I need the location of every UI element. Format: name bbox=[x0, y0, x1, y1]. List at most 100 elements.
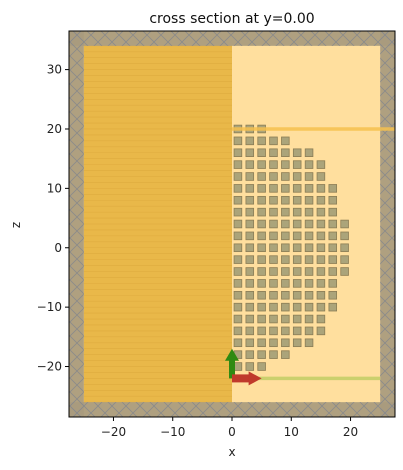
lattice-cell bbox=[245, 326, 255, 336]
lattice-cell bbox=[340, 267, 349, 276]
lattice-cell bbox=[316, 255, 326, 264]
lattice-cell bbox=[245, 231, 255, 241]
lattice-cell bbox=[304, 314, 314, 324]
lattice-cell bbox=[233, 195, 243, 205]
lattice-cell bbox=[281, 148, 290, 157]
lattice-cell bbox=[304, 231, 314, 241]
x-tick-label: 10 bbox=[284, 425, 299, 439]
lattice-cell bbox=[316, 279, 326, 288]
x-axis: −20 −10 0 10 20 bbox=[101, 417, 358, 439]
lattice-cell bbox=[257, 231, 266, 241]
lattice-cell bbox=[269, 136, 278, 146]
source-z-arrow-head bbox=[225, 348, 239, 361]
pml-right-hatch bbox=[380, 31, 395, 417]
lattice-cell bbox=[269, 279, 278, 288]
lattice-cell bbox=[233, 326, 243, 336]
lattice-cell bbox=[257, 302, 266, 312]
lattice-cell bbox=[281, 160, 290, 169]
lattice-cell bbox=[304, 184, 314, 193]
lattice-cell bbox=[257, 195, 266, 205]
lattice-cell bbox=[269, 207, 278, 217]
lattice-cell bbox=[292, 172, 302, 181]
lattice-cell bbox=[292, 267, 302, 276]
y-axis: −20 −10 0 10 20 30 bbox=[37, 63, 69, 374]
lattice-cell bbox=[281, 314, 290, 324]
lattice-cell bbox=[245, 267, 255, 276]
lattice-cell bbox=[245, 243, 255, 253]
lattice-cell bbox=[316, 231, 326, 241]
lattice-cell bbox=[269, 231, 278, 241]
lattice-cell bbox=[257, 350, 266, 359]
lattice-cell bbox=[245, 338, 255, 348]
lattice-cell bbox=[269, 255, 278, 264]
lattice-cell bbox=[304, 302, 314, 312]
lattice-cell bbox=[292, 338, 302, 348]
lattice-cell bbox=[316, 314, 326, 324]
lattice-cell bbox=[316, 219, 326, 229]
lattice-cell bbox=[281, 255, 290, 264]
lattice-cell bbox=[269, 243, 278, 253]
lattice-cell bbox=[245, 255, 255, 264]
lattice-cell bbox=[281, 231, 290, 241]
lattice-cell bbox=[292, 302, 302, 312]
lattice-cell bbox=[269, 184, 278, 193]
lattice-cell bbox=[340, 255, 349, 264]
source-x-arrow-head bbox=[248, 371, 262, 386]
lattice-cell bbox=[245, 172, 255, 181]
lattice-cell bbox=[328, 219, 338, 229]
x-axis-label: x bbox=[228, 445, 235, 459]
lattice-cell bbox=[269, 148, 278, 157]
lattice-cell bbox=[233, 219, 243, 229]
lattice-cell bbox=[257, 172, 266, 181]
lattice-cell bbox=[281, 350, 290, 359]
lattice-cell bbox=[316, 243, 326, 253]
lattice-cell bbox=[233, 279, 243, 288]
y-tick-label: 0 bbox=[54, 241, 62, 255]
lattice-cell bbox=[328, 195, 338, 205]
lattice-cell bbox=[257, 219, 266, 229]
lattice-cell bbox=[316, 207, 326, 217]
lattice-cell bbox=[269, 267, 278, 276]
lattice-cell bbox=[281, 243, 290, 253]
lattice-cell bbox=[304, 160, 314, 169]
lattice-cell bbox=[245, 219, 255, 229]
lattice-cell bbox=[233, 314, 243, 324]
source-x-arrow-shaft bbox=[232, 374, 250, 383]
chart-title: cross section at y=0.00 bbox=[149, 11, 314, 27]
lattice-cell bbox=[304, 326, 314, 336]
lattice-cell bbox=[304, 291, 314, 300]
lattice-cell bbox=[245, 148, 255, 157]
lattice-cell bbox=[292, 314, 302, 324]
lattice-cell bbox=[233, 136, 243, 146]
lattice-cell bbox=[292, 326, 302, 336]
lattice-cell bbox=[316, 267, 326, 276]
lattice-cell bbox=[292, 291, 302, 300]
lattice-cell bbox=[281, 136, 290, 146]
lattice-cell bbox=[328, 279, 338, 288]
lattice-cell bbox=[269, 195, 278, 205]
lattice-cell bbox=[316, 172, 326, 181]
lattice-cell bbox=[328, 231, 338, 241]
lattice-cell bbox=[304, 279, 314, 288]
lattice-cell bbox=[245, 160, 255, 169]
lattice-cell bbox=[269, 314, 278, 324]
lattice-cell bbox=[269, 172, 278, 181]
lattice-cell bbox=[269, 219, 278, 229]
lattice-cell bbox=[316, 160, 326, 169]
lattice-cell bbox=[269, 338, 278, 348]
lattice-cell bbox=[269, 302, 278, 312]
lattice-cell bbox=[281, 338, 290, 348]
pml-left-hatch bbox=[69, 31, 84, 417]
lattice-cell bbox=[316, 291, 326, 300]
y-axis-label: z bbox=[9, 222, 23, 228]
lattice-cell bbox=[245, 207, 255, 217]
lattice-cell bbox=[281, 219, 290, 229]
lattice-cell bbox=[233, 148, 243, 157]
lattice-cell bbox=[233, 302, 243, 312]
plot-area bbox=[68, 30, 396, 418]
x-tick-label: 20 bbox=[343, 425, 358, 439]
lattice-cell bbox=[316, 326, 326, 336]
lattice-cell bbox=[245, 291, 255, 300]
lattice-cell bbox=[292, 207, 302, 217]
y-tick-label: 20 bbox=[47, 122, 62, 136]
